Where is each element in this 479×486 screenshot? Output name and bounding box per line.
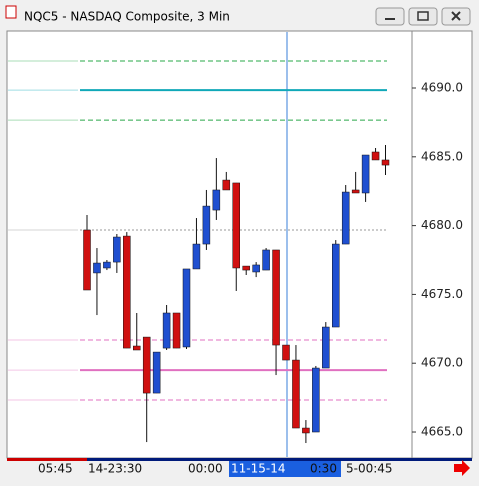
candle-body	[332, 243, 340, 328]
candle-body	[351, 189, 360, 194]
y-tick-label: 4685.0	[421, 149, 463, 163]
maximize-icon	[417, 11, 429, 21]
candle-body	[192, 243, 201, 270]
candle-body	[371, 151, 380, 161]
candle-body	[252, 264, 260, 273]
candle-body	[182, 268, 191, 348]
candle-body	[302, 427, 310, 434]
close-icon	[451, 11, 461, 21]
y-tick-label: 4690.0	[421, 81, 463, 95]
x-tick-label: 0:30	[310, 462, 337, 476]
app-icon	[5, 5, 17, 19]
candle-body	[172, 312, 181, 349]
x-tick-label: 00:00	[188, 462, 223, 476]
candle-body	[341, 191, 350, 245]
time-strip-left	[7, 458, 87, 461]
candle-body	[312, 367, 320, 433]
y-tick-label: 4670.0	[421, 356, 463, 370]
candle-body	[232, 182, 240, 269]
y-tick-label: 4675.0	[421, 287, 463, 301]
candle-body	[83, 229, 91, 291]
window-title: NQC5 - NASDAQ Composite, 3 Min	[24, 10, 230, 24]
candle-body	[93, 262, 101, 274]
candle-body	[262, 249, 270, 271]
candle-body	[152, 351, 161, 394]
x-tick-label: 05:45	[38, 462, 73, 476]
candle-body	[361, 154, 370, 194]
scroll-arrow[interactable]	[454, 460, 470, 476]
candle-body	[212, 189, 221, 211]
candle-body	[113, 236, 121, 263]
x-tick-label: 11-15-14	[231, 462, 285, 476]
candle-body	[202, 205, 211, 245]
candle-body	[123, 235, 131, 349]
candle-body	[133, 345, 141, 351]
x-tick-label: 14-23:30	[88, 462, 142, 476]
candle-body	[292, 359, 300, 429]
cursor-time-highlight	[229, 461, 341, 477]
candle-body	[162, 312, 171, 349]
maximize-button[interactable]	[408, 7, 438, 26]
candle-body	[222, 179, 231, 191]
time-strip	[7, 458, 472, 461]
candle-body	[272, 249, 280, 346]
candle-body	[381, 159, 390, 166]
candle-body	[103, 261, 111, 269]
candle-body	[282, 344, 290, 361]
candle-body	[322, 326, 330, 369]
y-tick-label: 4680.0	[421, 218, 463, 232]
minimize-button[interactable]	[375, 7, 405, 26]
y-tick-label: 4665.0	[421, 425, 463, 439]
x-tick-label: 5-00:45	[346, 462, 393, 476]
candle-body	[242, 265, 250, 271]
candle-body	[142, 336, 151, 394]
